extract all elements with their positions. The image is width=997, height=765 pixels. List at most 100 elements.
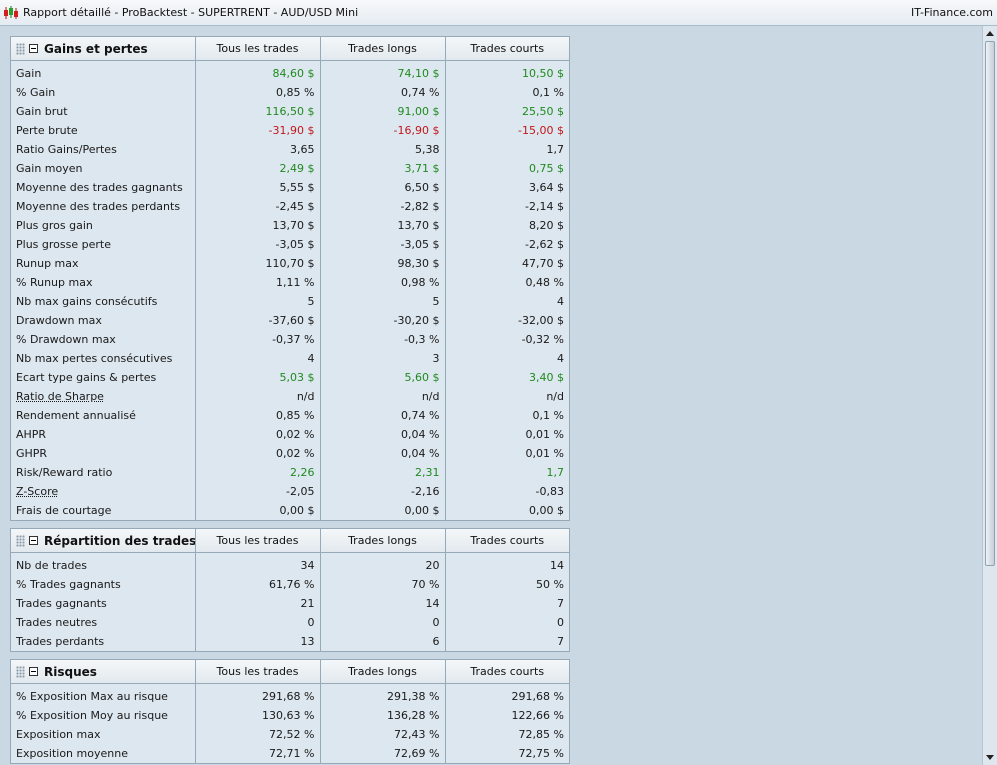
- cell-value: 0,1 %: [444, 406, 569, 425]
- collapse-icon[interactable]: [29, 44, 38, 53]
- cell-value: 1,7: [444, 463, 569, 482]
- brand-label[interactable]: IT-Finance.com: [911, 6, 993, 19]
- drag-handle-icon[interactable]: [16, 665, 25, 678]
- cell-value: 0: [444, 613, 569, 632]
- row-label: Nb max gains consécutifs: [16, 295, 158, 308]
- row-label[interactable]: Z-Score: [16, 485, 59, 498]
- window-title: Rapport détaillé - ProBacktest - SUPERTR…: [23, 6, 359, 19]
- cell-value: -3,05 $: [194, 235, 320, 254]
- collapse-icon[interactable]: [29, 667, 38, 676]
- cell-value: 0,74 %: [319, 83, 445, 102]
- cell-value: 3,71 $: [319, 159, 445, 178]
- row-label: % Trades gagnants: [16, 578, 121, 591]
- table-row: Moyenne des trades perdants -2,45 $ -2,82 …: [11, 197, 569, 216]
- cell-value: 0,01 %: [444, 444, 569, 463]
- row-label: Moyenne des trades perdants: [16, 200, 181, 213]
- cell-value: 72,52 %: [194, 725, 320, 744]
- row-label: Runup max: [16, 257, 79, 270]
- table-row: AHPR 0,02 % 0,04 % 0,01 %: [11, 425, 569, 444]
- cell-value: 291,68 %: [194, 683, 320, 706]
- drag-handle-icon[interactable]: [16, 534, 25, 547]
- cell-value: 50 %: [444, 575, 569, 594]
- cell-value: 5: [194, 292, 320, 311]
- table-row: Ratio de Sharpe n/d n/d n/d: [11, 387, 569, 406]
- cell-value: 98,30 $: [319, 254, 445, 273]
- cell-value: 13: [194, 632, 320, 651]
- cell-value: 2,31: [319, 463, 445, 482]
- table-row: Nb max gains consécutifs 5 5 4: [11, 292, 569, 311]
- table-row: Trades gagnants 21 14 7: [11, 594, 569, 613]
- column-header: Trades longs: [319, 660, 445, 684]
- table-row: Perte brute -31,90 $ -16,90 $ -15,00 $: [11, 121, 569, 140]
- table-row: Trades perdants 13 6 7: [11, 632, 569, 651]
- scroll-down-arrow-icon[interactable]: [986, 755, 994, 760]
- row-label: % Exposition Moy au risque: [16, 709, 168, 722]
- cell-value: 0,75 $: [444, 159, 569, 178]
- section-title: Risques: [44, 664, 97, 679]
- cell-value: 110,70 $: [194, 254, 320, 273]
- cell-value: 3,64 $: [444, 178, 569, 197]
- cell-value: -2,16: [319, 482, 445, 501]
- column-header: Trades courts: [444, 660, 569, 684]
- scroll-up-arrow-icon[interactable]: [986, 31, 994, 36]
- row-label: Drawdown max: [16, 314, 102, 327]
- cell-value: 72,85 %: [444, 725, 569, 744]
- row-label: Trades gagnants: [16, 597, 107, 610]
- column-header: Trades courts: [444, 37, 569, 61]
- row-label[interactable]: Ratio de Sharpe: [16, 390, 104, 403]
- table-row: % Exposition Max au risque 291,68 % 291,38…: [11, 683, 569, 706]
- table-row: Gain 84,60 $74,10 $10,50 $: [11, 60, 569, 83]
- scrollbar-thumb[interactable]: [985, 41, 995, 566]
- drag-handle-icon[interactable]: [16, 42, 25, 55]
- cell-value: 8,20 $: [444, 216, 569, 235]
- section-risques: Risques Tous les trades Trades longs Tra…: [10, 659, 570, 764]
- table-row: Nb de trades 34 20 14: [11, 552, 569, 575]
- row-label: Trades perdants: [16, 635, 105, 648]
- cell-value: -0,32 %: [444, 330, 569, 349]
- cell-value: 72,71 %: [194, 744, 320, 763]
- cell-value: 70 %: [319, 575, 445, 594]
- table-row: Plus grosse perte -3,05 $ -3,05 $ -2,62 $: [11, 235, 569, 254]
- vertical-scrollbar[interactable]: [982, 26, 997, 765]
- row-label: Frais de courtage: [16, 504, 112, 517]
- row-label: Rendement annualisé: [16, 409, 136, 422]
- section-header: Gains et pertes: [11, 37, 195, 61]
- cell-value: 5,60 $: [319, 368, 445, 387]
- collapse-icon[interactable]: [29, 536, 38, 545]
- row-label: Plus gros gain: [16, 219, 93, 232]
- cell-value: -2,05: [194, 482, 320, 501]
- cell-value: 2,49 $: [194, 159, 320, 178]
- cell-value: 25,50 $: [444, 102, 569, 121]
- cell-value: 72,75 %: [444, 744, 569, 763]
- cell-value: 13,70 $: [319, 216, 445, 235]
- cell-value: 0,00 $: [194, 501, 320, 520]
- cell-value: -0,3 %: [319, 330, 445, 349]
- table-row: Exposition max 72,52 % 72,43 % 72,85 %: [11, 725, 569, 744]
- cell-value: 0,74 %: [319, 406, 445, 425]
- report-content: Gains et pertes Tous les trades Trades l…: [0, 26, 982, 765]
- cell-value: 91,00 $: [319, 102, 445, 121]
- table-row: Trades neutres 0 0 0: [11, 613, 569, 632]
- row-label: Gain moyen: [16, 162, 83, 175]
- table-row: Ratio Gains/Pertes 3,65 5,38 1,7: [11, 140, 569, 159]
- cell-value: 4: [444, 349, 569, 368]
- row-label: Nb de trades: [16, 559, 88, 572]
- row-label: Perte brute: [16, 124, 78, 137]
- row-label: Plus grosse perte: [16, 238, 111, 251]
- table-row: % Runup max 1,11 % 0,98 % 0,48 %: [11, 273, 569, 292]
- cell-value: 72,69 %: [319, 744, 445, 763]
- column-header: Trades courts: [444, 529, 569, 553]
- title-bar: Rapport détaillé - ProBacktest - SUPERTR…: [0, 0, 997, 26]
- table-row: Runup max 110,70 $98,30 $47,70 $: [11, 254, 569, 273]
- table-row: Plus gros gain 13,70 $13,70 $8,20 $: [11, 216, 569, 235]
- cell-value: 72,43 %: [319, 725, 445, 744]
- table-row: Gain moyen 2,49 $3,71 $0,75 $: [11, 159, 569, 178]
- cell-value: 0,98 %: [319, 273, 445, 292]
- column-header: Tous les trades: [194, 37, 320, 61]
- risques-table: Risques Tous les trades Trades longs Tra…: [11, 660, 569, 763]
- row-label: Gain: [16, 67, 42, 80]
- cell-value: 13,70 $: [194, 216, 320, 235]
- column-header: Tous les trades: [194, 529, 320, 553]
- cell-value: 34: [194, 552, 320, 575]
- cell-value: 1,7: [444, 140, 569, 159]
